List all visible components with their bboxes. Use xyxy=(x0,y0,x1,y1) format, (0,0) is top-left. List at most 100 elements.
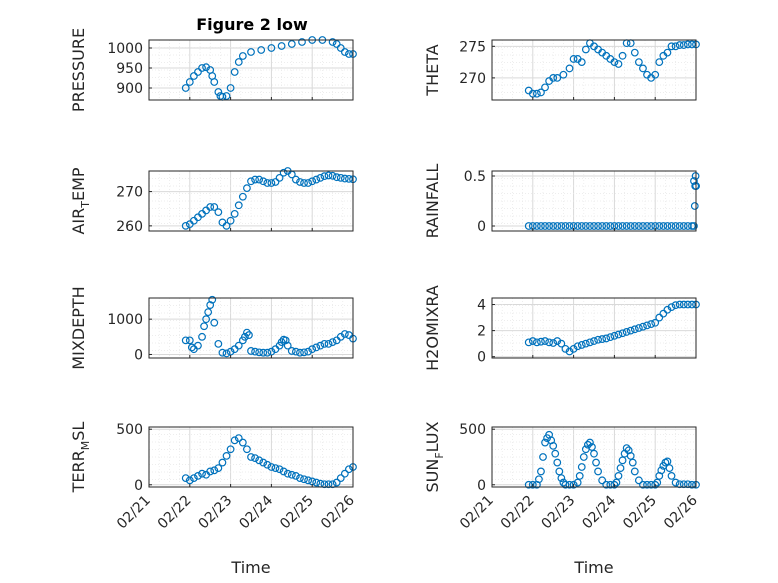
subplot-7: 0 500 02/21 02/22 02/23 02/24 02/25 02/26 Time TE… xyxy=(69,422,358,577)
y-tick-label: 1000 xyxy=(107,41,143,57)
data-point xyxy=(535,475,543,484)
data-point xyxy=(300,348,308,357)
data-point xyxy=(614,471,623,480)
data-point xyxy=(532,222,541,230)
data-point xyxy=(606,333,615,342)
data-point xyxy=(626,326,635,335)
data-point xyxy=(537,337,545,346)
grid xyxy=(491,298,697,358)
data-point xyxy=(659,222,668,230)
data-point xyxy=(181,474,190,483)
data-point xyxy=(537,467,545,476)
data-point xyxy=(267,463,276,471)
data-point xyxy=(639,222,647,230)
data-point xyxy=(340,48,349,56)
data-point xyxy=(618,456,627,465)
data-point xyxy=(243,184,251,193)
data-point xyxy=(555,467,564,476)
data-point xyxy=(263,460,272,469)
data-point xyxy=(340,469,349,478)
data-point xyxy=(614,222,623,230)
y-tick-label: 900 xyxy=(116,81,143,97)
y-axis-label-tail: SL xyxy=(69,422,88,441)
data-point xyxy=(194,471,202,480)
data-point xyxy=(328,38,337,46)
data-point xyxy=(598,222,607,230)
data-point xyxy=(663,48,672,57)
data-point xyxy=(655,313,664,322)
data-point xyxy=(602,334,611,343)
y-tick-label: 0 xyxy=(477,219,486,235)
y-tick-label: 500 xyxy=(116,422,143,438)
data-point xyxy=(549,339,558,347)
data-point xyxy=(226,445,235,454)
data-point xyxy=(690,177,698,185)
data-point xyxy=(671,478,680,487)
x-axis-label: Time xyxy=(573,558,613,577)
data-point xyxy=(524,480,533,489)
data-point xyxy=(300,475,308,484)
data-point xyxy=(663,222,672,230)
data-point xyxy=(586,222,594,230)
data-point xyxy=(551,449,560,458)
data-point xyxy=(553,222,562,230)
data-point xyxy=(185,78,194,86)
data-point xyxy=(647,222,656,230)
grid xyxy=(491,40,697,100)
data-point xyxy=(312,343,321,352)
data-point xyxy=(255,456,264,465)
data-point xyxy=(283,469,292,478)
y-tick-label: 270 xyxy=(459,71,486,87)
x-tick-label: 02/25 xyxy=(277,493,317,533)
data-point xyxy=(590,337,598,345)
axes-box xyxy=(491,297,697,359)
data-point xyxy=(618,329,627,338)
data-point xyxy=(200,322,208,331)
data-point xyxy=(304,476,313,485)
y-axis-label-tail: LUX xyxy=(423,421,442,452)
data-point xyxy=(320,172,329,181)
data-point xyxy=(210,78,219,86)
data-point xyxy=(598,476,607,485)
data-point xyxy=(586,438,594,447)
data-point xyxy=(206,467,215,476)
y-axis-label-main: PRESSURE xyxy=(69,28,88,112)
series-markers xyxy=(181,434,357,489)
data-point xyxy=(539,453,547,461)
data-point xyxy=(271,178,280,186)
data-point xyxy=(590,449,598,458)
data-point xyxy=(561,480,570,489)
data-point xyxy=(210,318,219,327)
data-point xyxy=(655,58,664,67)
data-point xyxy=(528,89,537,98)
data-point xyxy=(226,347,235,356)
data-point xyxy=(194,341,202,350)
data-point xyxy=(281,336,290,345)
data-point xyxy=(643,222,651,230)
data-point xyxy=(663,457,672,466)
data-point xyxy=(683,480,692,489)
data-point xyxy=(573,222,582,230)
data-point xyxy=(336,474,345,483)
data-point xyxy=(324,480,333,489)
data-point xyxy=(647,320,656,328)
data-point xyxy=(198,469,206,478)
data-point xyxy=(304,347,313,356)
x-tick-label: 02/23 xyxy=(196,493,236,533)
data-point xyxy=(622,222,631,230)
grid xyxy=(491,171,697,231)
data-point xyxy=(671,222,680,230)
subplot-1: 900 950 1000 PRESSURE xyxy=(69,28,357,112)
data-point xyxy=(324,339,333,348)
data-point xyxy=(545,338,554,347)
data-point xyxy=(214,208,223,217)
y-axis-label-main: AIR xyxy=(69,208,88,235)
data-point xyxy=(194,68,202,76)
data-point xyxy=(296,474,304,483)
data-point xyxy=(263,348,272,357)
y-axis-label-subscript: M xyxy=(79,441,92,451)
data-point xyxy=(671,301,680,310)
y-tick-label: 0 xyxy=(134,347,143,363)
data-point xyxy=(561,344,570,353)
data-point xyxy=(569,344,578,353)
